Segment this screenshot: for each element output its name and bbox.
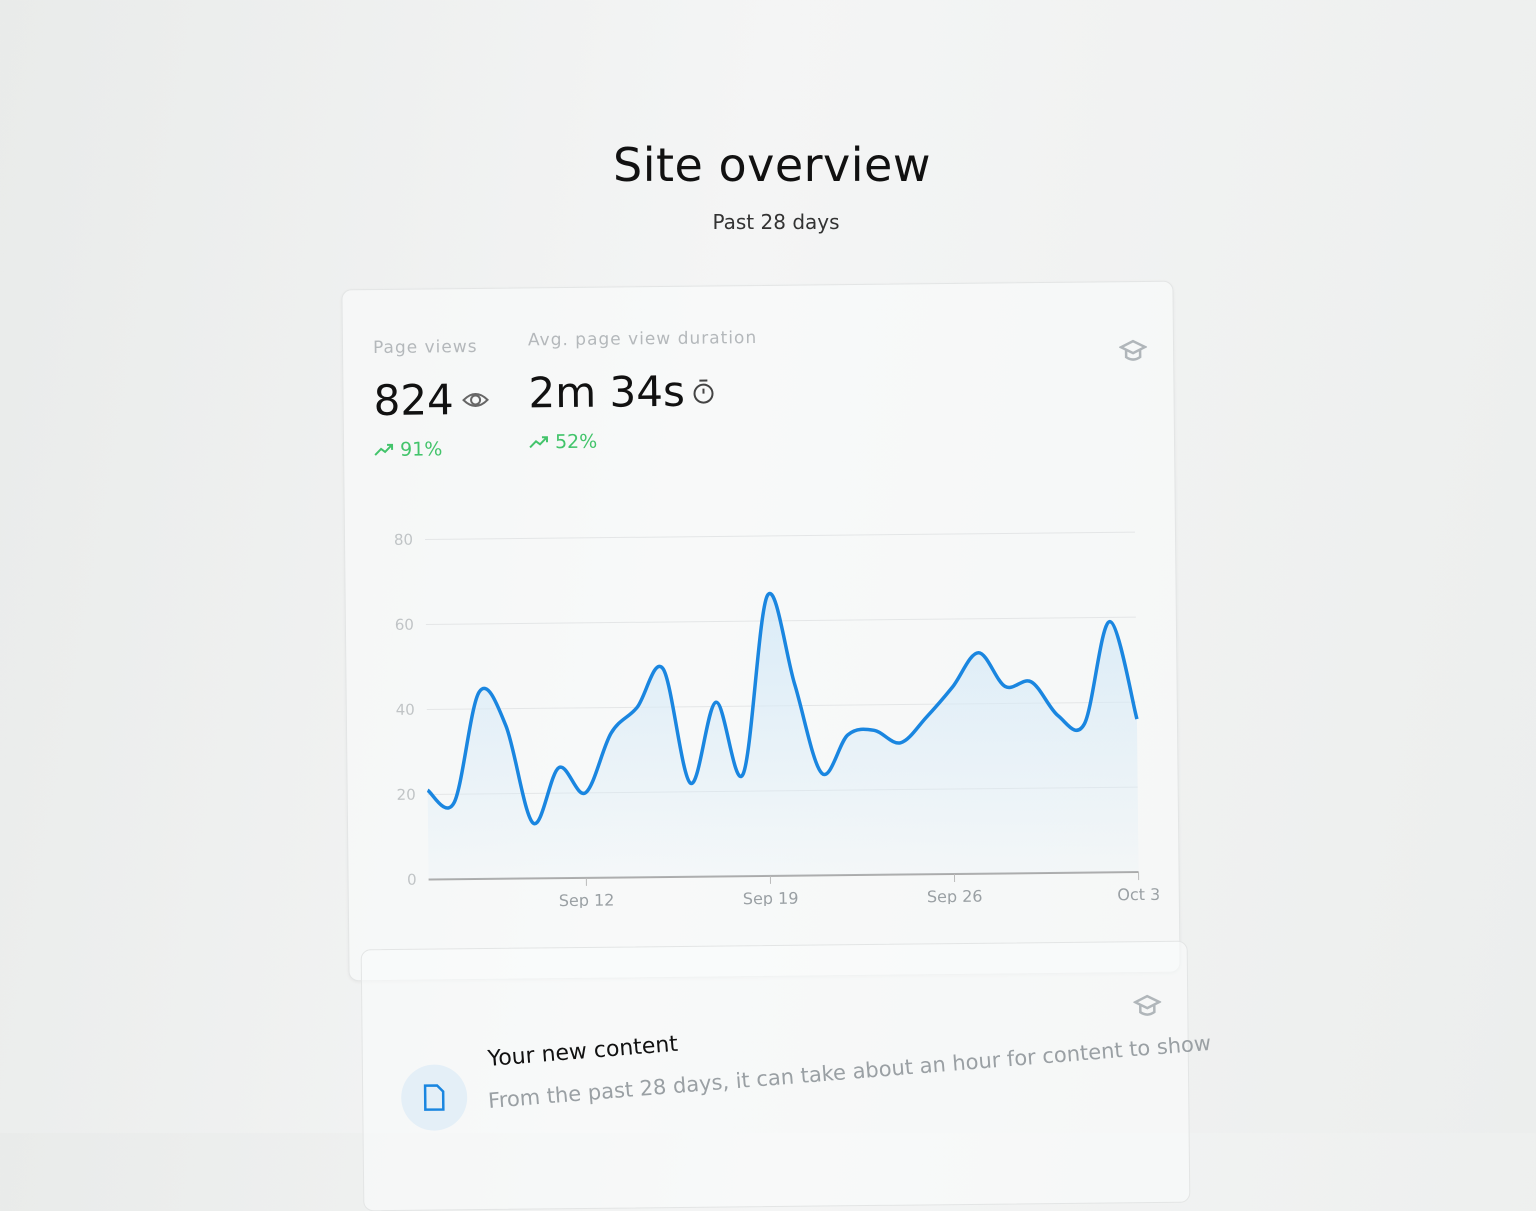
stopwatch-icon (693, 377, 715, 405)
trending-up-icon (374, 443, 394, 457)
metric-trend: 52% (555, 431, 597, 453)
metric-label: Page views (373, 337, 489, 358)
document-icon-circle (401, 1064, 468, 1131)
content-card-title: Your new content (487, 1032, 679, 1072)
x-tick-label: Sep 19 (743, 889, 799, 909)
gridline (425, 532, 1135, 539)
trending-up-icon (529, 435, 549, 449)
eye-icon (462, 389, 490, 409)
y-tick-label: 60 (395, 616, 414, 634)
learn-icon[interactable] (1119, 337, 1147, 369)
page-views-chart: 0 20 40 60 80 Sep 12 Sep 19 Sep 26 Oct 3 (375, 482, 1159, 910)
page-title: Site overview (0, 138, 1536, 192)
metric-page-views: Page views 824 91% (373, 337, 490, 461)
x-tick-label: Sep 12 (559, 891, 615, 910)
x-tick-label: Sep 26 (927, 887, 983, 907)
y-tick-label: 80 (394, 531, 413, 549)
new-content-card: Your new content From the past 28 days, … (361, 941, 1191, 1211)
learn-icon[interactable] (1133, 992, 1161, 1024)
y-tick-label: 0 (407, 871, 417, 889)
metric-avg-duration: Avg. page view duration 2m 34s 52% (528, 328, 759, 453)
overview-card: Page views 824 91% Avg. page view durati… (341, 281, 1180, 982)
metric-value: 2m 34s (528, 367, 685, 418)
page-subtitle: Past 28 days (0, 210, 1536, 234)
metric-label: Avg. page view duration (528, 328, 757, 350)
y-tick-label: 20 (397, 786, 416, 804)
y-tick-label: 40 (396, 701, 415, 719)
document-icon (423, 1083, 445, 1111)
x-tick-label: Oct 3 (1117, 885, 1159, 904)
metric-value: 824 (373, 375, 454, 425)
metric-trend: 91% (400, 438, 442, 460)
